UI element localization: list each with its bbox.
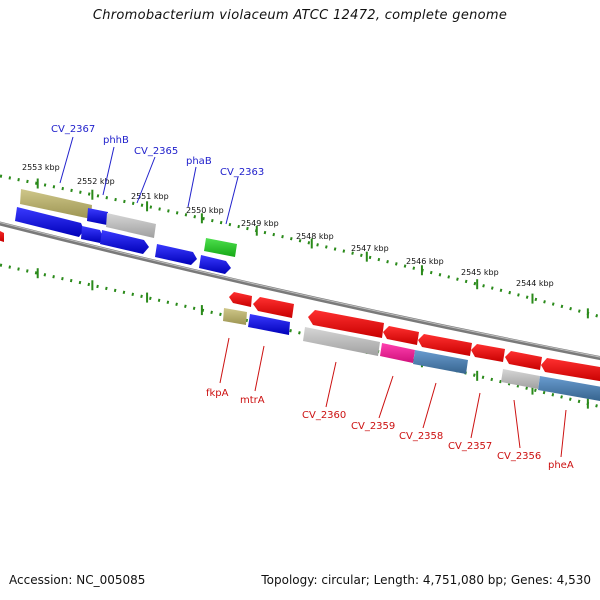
gene-feature[interactable]	[383, 326, 419, 345]
gene-feature[interactable]	[413, 350, 468, 374]
gene-feature[interactable]	[501, 369, 540, 389]
gene-label[interactable]: phaB	[186, 156, 212, 167]
gene-feature[interactable]	[106, 213, 156, 238]
reverse-features	[223, 292, 600, 401]
ruler-label: 2544 kbp	[516, 279, 554, 288]
gene-label[interactable]: mtrA	[240, 395, 265, 406]
gene-feature[interactable]	[87, 208, 108, 225]
reverse-callouts	[219, 337, 567, 458]
ruler-label: 2552 kbp	[77, 177, 115, 186]
gene-label[interactable]: CV_2359	[351, 421, 395, 432]
gene-feature[interactable]	[155, 244, 197, 265]
gene-feature[interactable]	[15, 207, 84, 237]
map-title: Chromobacterium violaceum ATCC 12472, co…	[92, 8, 508, 23]
ruler-label: 2549 kbp	[241, 219, 279, 228]
gene-label[interactable]: CV_2357	[448, 441, 492, 452]
gene-label[interactable]: CV_2356	[497, 451, 541, 462]
ruler-label: 2546 kbp	[406, 257, 444, 266]
gene-feature[interactable]	[538, 376, 600, 401]
gene-feature[interactable]	[380, 343, 415, 363]
forward-callouts	[59, 136, 239, 225]
ruler-label: 2550 kbp	[186, 206, 224, 215]
gene-feature[interactable]	[505, 351, 542, 370]
gene-label[interactable]: CV_2367	[51, 124, 95, 135]
gene-label[interactable]: CV_2358	[399, 431, 443, 442]
gene-label[interactable]: CV_2365	[134, 146, 178, 157]
gene-feature[interactable]	[471, 344, 505, 362]
gene-feature[interactable]	[0, 228, 4, 242]
gene-label[interactable]: pheA	[548, 460, 574, 471]
gene-feature[interactable]	[253, 297, 294, 318]
gene-feature[interactable]	[308, 310, 384, 338]
ruler-label: 2553 kbp	[22, 163, 60, 172]
gene-feature[interactable]	[229, 292, 252, 307]
gene-label[interactable]: phhB	[103, 135, 129, 146]
gene-label[interactable]: CV_2363	[220, 167, 264, 178]
gene-feature[interactable]	[81, 226, 103, 243]
ruler-label: 2545 kbp	[461, 268, 499, 277]
accession-text: Accession: NC_005085	[9, 573, 146, 587]
gene-feature[interactable]	[20, 189, 92, 219]
forward-features	[0, 189, 237, 274]
gene-feature[interactable]	[223, 308, 247, 325]
gene-feature[interactable]	[248, 314, 290, 335]
gene-label[interactable]: CV_2360	[302, 410, 346, 421]
gene-feature[interactable]	[418, 334, 472, 356]
genome-backbone	[0, 221, 600, 361]
gene-feature[interactable]	[199, 255, 231, 274]
ruler-inner	[0, 263, 600, 409]
gene-feature[interactable]	[204, 238, 237, 257]
gene-feature[interactable]	[303, 327, 380, 356]
genome-backbone-highlight	[0, 222, 600, 358]
ruler-label: 2547 kbp	[351, 244, 389, 253]
ruler-label: 2548 kbp	[296, 232, 334, 241]
gene-label[interactable]: fkpA	[206, 388, 229, 399]
gene-feature[interactable]	[100, 230, 149, 254]
genome-stats-text: Topology: circular; Length: 4,751,080 bp…	[261, 573, 591, 587]
ruler-label: 2551 kbp	[131, 192, 169, 201]
gene-feature[interactable]	[541, 358, 600, 382]
